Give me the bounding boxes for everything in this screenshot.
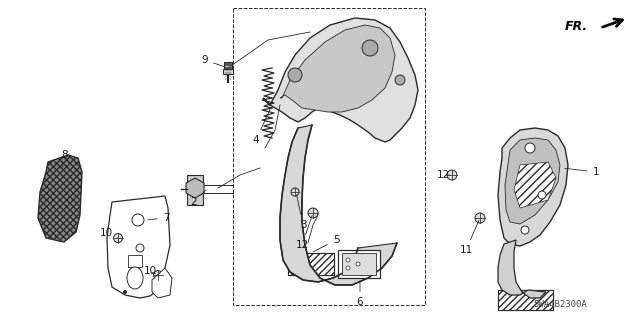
Circle shape [475, 213, 485, 223]
Text: 10: 10 [143, 266, 157, 276]
Ellipse shape [127, 267, 143, 289]
Bar [128, 255, 142, 267]
Circle shape [447, 170, 457, 180]
Bar [223, 69, 233, 74]
Text: 10: 10 [99, 228, 118, 238]
Circle shape [525, 143, 535, 153]
Polygon shape [498, 240, 546, 298]
Text: 2: 2 [191, 190, 206, 207]
Circle shape [291, 188, 299, 196]
Circle shape [362, 40, 378, 56]
Text: 12: 12 [436, 170, 450, 180]
Polygon shape [263, 18, 418, 142]
Text: 11: 11 [460, 220, 479, 255]
Polygon shape [107, 196, 170, 298]
Text: 5: 5 [314, 235, 339, 252]
Circle shape [132, 214, 144, 226]
Polygon shape [280, 125, 397, 285]
Bar [342, 253, 376, 275]
Text: 3: 3 [296, 195, 307, 230]
Polygon shape [280, 25, 395, 112]
Circle shape [113, 234, 122, 242]
Polygon shape [505, 138, 560, 224]
Bar [288, 253, 334, 275]
Polygon shape [186, 178, 204, 198]
Polygon shape [152, 268, 172, 298]
Circle shape [123, 290, 127, 294]
Circle shape [288, 68, 302, 82]
Polygon shape [514, 162, 556, 208]
Bar [498, 290, 553, 310]
Bar [187, 175, 203, 205]
Circle shape [346, 266, 350, 270]
Polygon shape [498, 128, 568, 246]
Bar [338, 250, 380, 278]
Text: 4: 4 [253, 108, 271, 145]
Text: FR.: FR. [565, 20, 588, 33]
Circle shape [136, 244, 144, 252]
Text: 1: 1 [564, 167, 599, 177]
Circle shape [346, 258, 350, 262]
Text: 8: 8 [61, 150, 68, 167]
Circle shape [308, 208, 318, 218]
Text: 6: 6 [356, 281, 364, 307]
Bar [498, 290, 553, 310]
Text: 12: 12 [296, 216, 312, 250]
Bar [288, 253, 334, 275]
Circle shape [154, 271, 163, 279]
Circle shape [395, 75, 405, 85]
Text: 5WA4B2300A: 5WA4B2300A [533, 300, 587, 309]
Circle shape [521, 226, 529, 234]
Circle shape [356, 262, 360, 266]
Bar [224, 62, 232, 69]
Text: 9: 9 [202, 55, 225, 67]
Polygon shape [38, 155, 82, 242]
Text: 7: 7 [148, 213, 170, 223]
Circle shape [538, 191, 546, 199]
